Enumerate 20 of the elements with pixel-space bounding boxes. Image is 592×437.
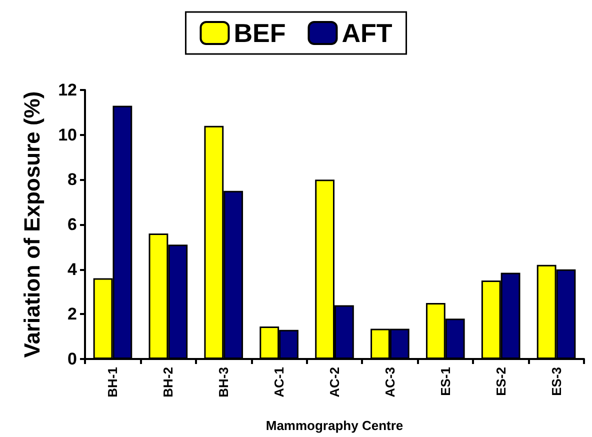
x-tick-label: AC-2 xyxy=(327,367,342,398)
y-tick-label: 12 xyxy=(58,80,77,100)
x-tick-label: AC-1 xyxy=(272,367,287,398)
y-tick-label: 2 xyxy=(68,304,77,324)
y-tick-label: 6 xyxy=(68,215,77,234)
legend-label: AFT xyxy=(342,18,392,48)
x-axis-title: Mammography Centre xyxy=(266,418,404,433)
y-tick-label: 4 xyxy=(68,260,78,279)
legend-label: BEF xyxy=(234,18,286,48)
y-tick-label: 0 xyxy=(68,350,77,368)
x-tick-label: BH-1 xyxy=(105,367,120,398)
x-tick-label: BH-3 xyxy=(216,367,232,398)
y-tick-label: 10 xyxy=(58,125,77,144)
x-tick-label: ES-1 xyxy=(438,367,453,396)
y-axis-title: Variation of Exposure (%) xyxy=(20,91,44,358)
y-tick-label: 8 xyxy=(68,170,77,190)
x-tick-label: ES-2 xyxy=(493,367,508,396)
x-tick-label: ES-3 xyxy=(548,367,564,396)
x-tick-label: AC-3 xyxy=(382,367,398,398)
x-tick-label: BH-2 xyxy=(160,367,176,398)
